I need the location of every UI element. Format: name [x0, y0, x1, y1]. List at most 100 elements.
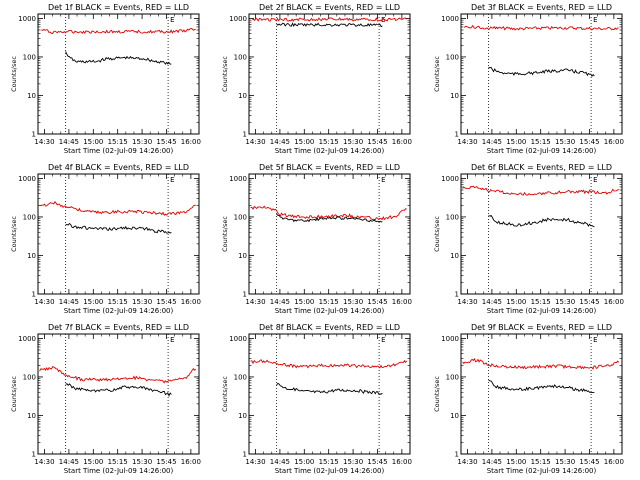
- x-axis-label: Start Time (02-Jul-09 14:26:00): [64, 147, 174, 155]
- x-tick-label: 14:30: [245, 298, 265, 306]
- x-tick-label: 15:00: [506, 298, 526, 306]
- series-events-line: [65, 383, 172, 397]
- flag-label: E: [170, 336, 174, 344]
- x-axis-label: Start Time (02-Jul-09 14:26:00): [64, 467, 174, 475]
- series-lld-line: [39, 200, 196, 216]
- x-tick-label: 14:45: [482, 298, 502, 306]
- x-tick-label: 15:30: [132, 298, 152, 306]
- y-axis-label: Counts/sec: [433, 376, 441, 412]
- x-tick-label: 16:00: [604, 458, 624, 466]
- x-tick-label: 14:30: [457, 298, 477, 306]
- y-tick-label: 1: [455, 451, 459, 459]
- y-tick-label: 10: [238, 252, 247, 260]
- x-tick-label: 16:00: [604, 138, 624, 146]
- x-tick-label: 15:15: [531, 458, 551, 466]
- x-tick-label: 15:45: [579, 458, 599, 466]
- y-axis-label: Counts/sec: [221, 376, 229, 412]
- series-lld-line: [250, 359, 408, 369]
- y-tick-label: 1: [455, 131, 459, 139]
- chart-title: Det 3f BLACK = Events, RED = LLD: [471, 3, 612, 12]
- x-tick-label: 15:00: [294, 138, 314, 146]
- chart-title: Det 7f BLACK = Events, RED = LLD: [48, 323, 189, 332]
- y-tick-label: 1000: [229, 175, 247, 183]
- series-lld-line: [462, 357, 620, 370]
- x-tick-label: 14:45: [270, 138, 290, 146]
- x-tick-label: 16:00: [392, 458, 412, 466]
- plot-frame: [37, 173, 200, 295]
- y-axis-label: Counts/sec: [221, 56, 229, 92]
- flag-label: E: [593, 336, 597, 344]
- x-tick-label: 16:00: [392, 138, 412, 146]
- flag-label: E: [381, 16, 385, 24]
- series-lld-line: [252, 17, 408, 22]
- x-tick-label: 14:30: [245, 138, 265, 146]
- x-tick-label: 15:30: [555, 458, 575, 466]
- x-tick-label: 16:00: [604, 298, 624, 306]
- chart-title: Det 2f BLACK = Events, RED = LLD: [259, 3, 400, 12]
- x-tick-label: 15:15: [108, 138, 128, 146]
- y-tick-label: 1: [32, 291, 36, 299]
- y-tick-label: 100: [446, 213, 459, 221]
- y-axis-label: Counts/sec: [10, 376, 18, 412]
- chart-panel-6: Det 6f BLACK = Events, RED = LLD E 1 10 100 1…: [433, 163, 624, 315]
- x-axis-label: Start Time (02-Jul-09 14:26:00): [487, 467, 597, 475]
- chart-panel-9: Det 9f BLACK = Events, RED = LLD E 1 10 100 1…: [433, 323, 624, 475]
- chart-panel-4: Det 4f BLACK = Events, RED = LLD E 1 10 100 1…: [10, 163, 201, 315]
- x-axis-label: Start Time (02-Jul-09 14:26:00): [487, 307, 597, 315]
- x-tick-label: 15:15: [531, 138, 551, 146]
- y-tick-label: 1000: [229, 15, 247, 23]
- y-axis-label: Counts/sec: [433, 216, 441, 252]
- x-tick-label: 14:30: [457, 138, 477, 146]
- y-tick-label: 100: [234, 53, 247, 61]
- x-tick-label: 15:30: [555, 138, 575, 146]
- y-tick-label: 1000: [18, 335, 36, 343]
- x-tick-label: 15:15: [319, 458, 339, 466]
- flag-label: E: [593, 16, 597, 24]
- x-axis-label: Start Time (02-Jul-09 14:26:00): [275, 467, 385, 475]
- x-tick-label: 14:30: [34, 458, 54, 466]
- flag-label: E: [381, 336, 385, 344]
- x-tick-label: 14:45: [59, 298, 79, 306]
- x-tick-label: 14:30: [34, 138, 54, 146]
- plot-frame: [248, 173, 411, 295]
- series-events-line: [488, 379, 595, 394]
- x-tick-label: 14:30: [245, 458, 265, 466]
- y-tick-label: 1000: [18, 175, 36, 183]
- x-tick-label: 15:45: [367, 298, 387, 306]
- y-tick-label: 10: [238, 92, 247, 100]
- x-tick-label: 15:15: [319, 138, 339, 146]
- x-tick-label: 16:00: [392, 298, 412, 306]
- x-tick-label: 16:00: [181, 138, 201, 146]
- x-tick-label: 15:15: [108, 298, 128, 306]
- series-events-line: [276, 22, 383, 28]
- x-tick-label: 15:30: [343, 298, 363, 306]
- plot-frame: [37, 333, 200, 455]
- y-tick-label: 1: [455, 291, 459, 299]
- series-events-line: [65, 222, 172, 234]
- y-tick-label: 10: [450, 412, 459, 420]
- x-tick-label: 15:00: [506, 138, 526, 146]
- plot-frame: [460, 13, 623, 135]
- chart-title: Det 4f BLACK = Events, RED = LLD: [48, 163, 189, 172]
- y-axis-label: Counts/sec: [10, 216, 18, 252]
- y-tick-label: 1: [243, 451, 247, 459]
- x-tick-label: 15:45: [156, 298, 176, 306]
- x-tick-label: 15:00: [83, 458, 103, 466]
- y-tick-label: 10: [27, 92, 36, 100]
- x-tick-label: 15:45: [156, 458, 176, 466]
- x-axis-label: Start Time (02-Jul-09 14:26:00): [487, 147, 597, 155]
- series-events-line: [276, 382, 383, 395]
- x-axis-label: Start Time (02-Jul-09 14:26:00): [275, 147, 385, 155]
- chart-title: Det 8f BLACK = Events, RED = LLD: [259, 323, 400, 332]
- plot-frame: [248, 13, 411, 135]
- plot-frame: [460, 173, 623, 295]
- chart-title: Det 9f BLACK = Events, RED = LLD: [471, 323, 612, 332]
- chart-panel-7: Det 7f BLACK = Events, RED = LLD E 1 10 100 1…: [10, 323, 201, 475]
- flag-label: E: [170, 16, 174, 24]
- chart-panel-1: Det 1f BLACK = Events, RED = LLD E 1 10 100 1…: [10, 3, 201, 155]
- x-tick-label: 15:30: [343, 458, 363, 466]
- x-tick-label: 16:00: [181, 298, 201, 306]
- y-tick-label: 100: [446, 373, 459, 381]
- y-tick-label: 1000: [441, 175, 459, 183]
